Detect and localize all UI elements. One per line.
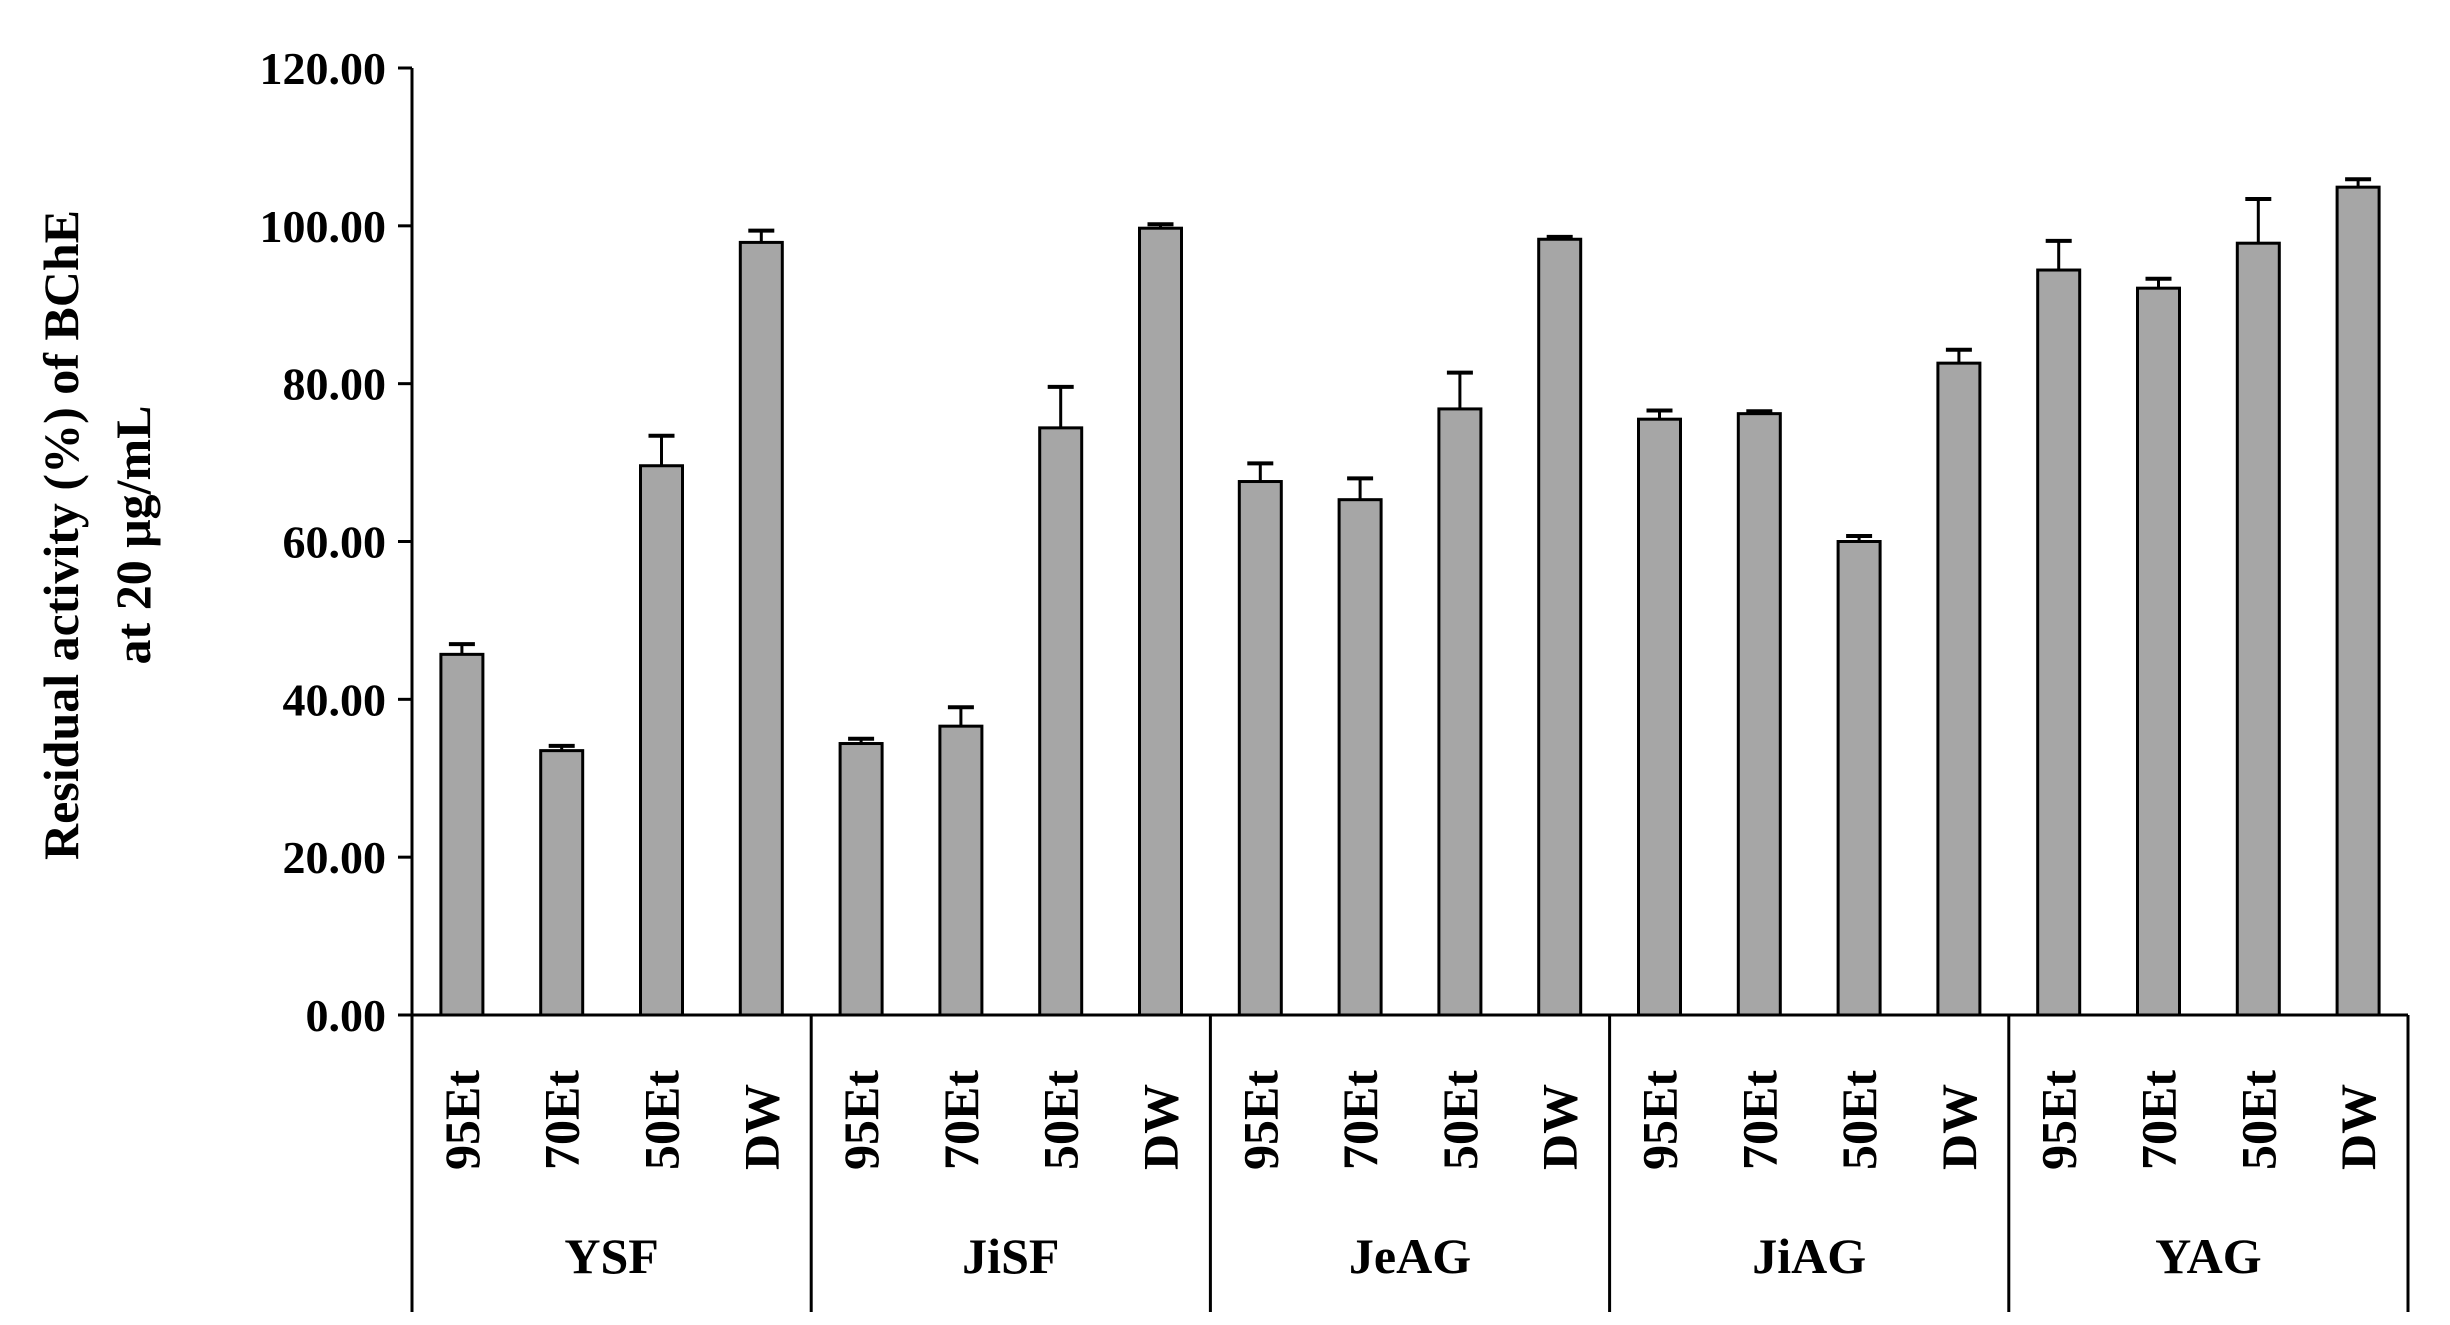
y-axis-title-line-1: Residual activity (%) of BChE <box>33 210 89 860</box>
category-label: 95Et <box>434 1070 490 1170</box>
category-label: DW <box>1133 1084 1189 1170</box>
y-tick-label: 80.00 <box>283 359 387 410</box>
category-label: 50Et <box>1831 1070 1887 1170</box>
bar <box>838 742 884 1017</box>
category-label: 50Et <box>2230 1070 2286 1170</box>
category-label: DW <box>1532 1084 1588 1170</box>
category-label: 70Et <box>1731 1070 1787 1170</box>
category-label: 50Et <box>1033 1070 1089 1170</box>
bar <box>1637 417 1682 1017</box>
bar <box>738 240 784 1017</box>
category-label: 70Et <box>534 1070 590 1170</box>
bar <box>1936 361 1982 1017</box>
bar <box>1038 426 1084 1017</box>
bar <box>439 652 485 1017</box>
category-label: DW <box>733 1084 789 1170</box>
y-tick-label: 40.00 <box>283 674 387 725</box>
category-label: 70Et <box>2131 1070 2187 1170</box>
x-axis: YSF 95Et 70Et 50Et DW JiSF 95Et 70Et 50Et DW JeAG 9… <box>410 1013 2410 1312</box>
category-label: 95Et <box>833 1070 889 1170</box>
group-label: JiSF <box>962 1228 1059 1284</box>
y-tick-label: 100.00 <box>260 201 387 252</box>
bar <box>639 464 684 1017</box>
bar <box>2335 185 2381 1017</box>
y-tick-label: 20.00 <box>283 832 387 883</box>
category-label: 70Et <box>1332 1070 1388 1170</box>
category-label: 95Et <box>1232 1070 1288 1170</box>
bar <box>1237 480 1283 1017</box>
bar <box>539 749 585 1017</box>
bar <box>938 724 984 1017</box>
y-tick-label: 120.00 <box>260 43 387 94</box>
bar <box>1437 407 1483 1017</box>
group-label: YSF <box>564 1228 658 1284</box>
bar <box>1537 237 1583 1017</box>
category-label: DW <box>2330 1084 2386 1170</box>
bar <box>2036 268 2082 1017</box>
bar <box>2136 286 2181 1017</box>
bar <box>1138 226 1183 1017</box>
y-axis-title-line-2: at 20 μg/mL <box>105 406 161 665</box>
category-label: 95Et <box>2031 1070 2087 1170</box>
bar <box>2235 241 2281 1017</box>
bar <box>1836 540 1882 1017</box>
group-label: JiAG <box>1752 1228 1866 1284</box>
y-axis-title: Residual activity (%) of BChE at 20 μg/m… <box>33 210 161 860</box>
group-label: YAG <box>2155 1228 2262 1284</box>
category-label: 50Et <box>1432 1070 1488 1170</box>
category-label: 95Et <box>1632 1070 1688 1170</box>
y-tick-label: 0.00 <box>306 990 387 1041</box>
group-label: JeAG <box>1349 1228 1471 1284</box>
bar <box>1736 412 1782 1017</box>
y-tick-label: 60.00 <box>283 517 387 568</box>
y-axis-ticks: 0.00 20.00 40.00 60.00 80.00 100.00 120.00 <box>260 43 414 1041</box>
bars-layer <box>439 177 2381 1017</box>
category-label: DW <box>1931 1084 1987 1170</box>
category-label: 50Et <box>634 1070 690 1170</box>
bar <box>1337 498 1383 1017</box>
category-label: 70Et <box>933 1070 989 1170</box>
